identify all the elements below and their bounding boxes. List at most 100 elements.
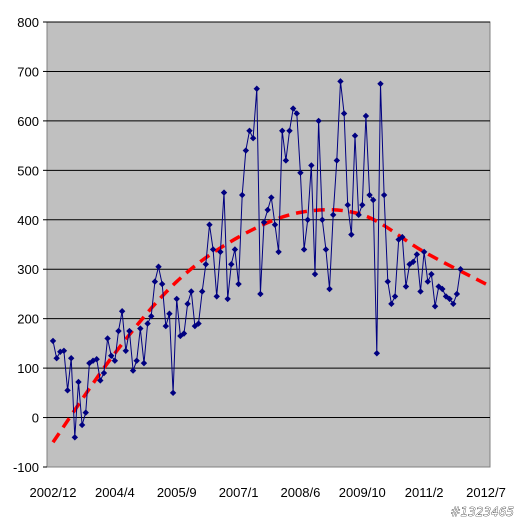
- data-point: [53, 355, 60, 362]
- data-point: [78, 421, 86, 429]
- data-point: [97, 377, 104, 384]
- data-point: [140, 359, 148, 367]
- y-tick-label: 800: [17, 15, 39, 30]
- data-point: [319, 216, 326, 223]
- data-point: [228, 261, 235, 268]
- data-point: [264, 206, 271, 214]
- data-point: [384, 278, 391, 285]
- data-point: [279, 127, 286, 134]
- data-point: [184, 300, 191, 308]
- data-point: [148, 312, 155, 320]
- data-point: [271, 221, 279, 228]
- data-point: [118, 308, 126, 315]
- data-point: [373, 350, 381, 357]
- data-point: [308, 162, 315, 169]
- data-point: [249, 134, 257, 142]
- data-point: [304, 216, 311, 223]
- data-point: [399, 233, 406, 241]
- data-point: [417, 288, 424, 295]
- data-point: [362, 112, 370, 120]
- data-point: [428, 270, 435, 278]
- data-point: [282, 157, 290, 164]
- data-point: [377, 80, 384, 88]
- x-tick-label: 2011/2: [405, 485, 444, 500]
- y-tick-label: -100: [13, 460, 39, 475]
- data-point: [115, 327, 122, 335]
- data-point: [64, 387, 71, 394]
- data-point: [391, 293, 399, 300]
- data-point: [202, 261, 210, 268]
- x-tick-label: 2004/4: [95, 485, 135, 500]
- data-point: [144, 320, 151, 327]
- data-point: [129, 367, 137, 374]
- data-point: [122, 347, 129, 355]
- data-point: [366, 191, 373, 199]
- y-tick-label: 700: [17, 64, 39, 79]
- data-point: [293, 110, 300, 117]
- data-point: [108, 352, 115, 359]
- data-point: [326, 285, 333, 293]
- data-point: [450, 300, 457, 308]
- x-tick-label: 2009/10: [339, 485, 386, 500]
- data-point: [311, 270, 319, 278]
- data-point: [424, 278, 431, 285]
- data-point: [388, 300, 395, 308]
- data-point: [322, 246, 330, 253]
- data-point: [224, 295, 231, 303]
- data-point: [71, 434, 79, 441]
- data-point: [246, 127, 253, 134]
- data-point: [93, 356, 100, 363]
- data-point: [206, 221, 213, 228]
- data-point: [300, 246, 308, 253]
- data-point: [235, 280, 242, 288]
- data-point: [133, 357, 140, 364]
- data-point: [82, 409, 89, 416]
- data-point: [355, 211, 362, 219]
- data-point: [413, 251, 421, 258]
- data-point: [158, 280, 166, 288]
- data-point: [340, 110, 348, 117]
- x-tick-label: 2005/9: [157, 485, 197, 500]
- y-tick-label: 400: [17, 213, 39, 228]
- data-point: [337, 78, 344, 85]
- data-point: [111, 357, 119, 364]
- y-tick-label: 200: [17, 312, 39, 327]
- data-point: [420, 248, 428, 256]
- x-tick-label: 2002/12: [30, 485, 77, 500]
- data-point: [333, 157, 341, 164]
- data-point: [410, 258, 417, 266]
- data-point: [155, 263, 162, 270]
- y-axis: -100 0 100 200 300 400 500 600 700 800: [13, 15, 47, 475]
- data-point: [370, 196, 377, 204]
- y-tick-label: 300: [17, 262, 39, 277]
- data-point: [60, 347, 68, 355]
- data-point: [217, 248, 224, 256]
- x-axis: 2002/12 2004/4 2005/9 2007/1 2008/6 2009/10 20…: [30, 485, 506, 500]
- trend-series: [51, 207, 487, 444]
- data-point: [173, 295, 180, 303]
- data-point: [268, 194, 275, 201]
- data-point: [151, 278, 159, 285]
- data-point: [257, 290, 264, 298]
- data-point: [239, 191, 246, 199]
- x-tick-label: 2007/1: [219, 485, 259, 500]
- data-point: [137, 325, 144, 332]
- data-point: [49, 337, 57, 345]
- data-point: [126, 327, 133, 335]
- data-point: [195, 320, 202, 327]
- data-point: [315, 117, 322, 125]
- data-series: [49, 78, 464, 441]
- data-point: [162, 322, 169, 330]
- data-point: [446, 295, 453, 303]
- y-tick-label: 0: [32, 411, 39, 426]
- data-point: [242, 147, 250, 154]
- data-point: [191, 322, 199, 330]
- y-tick-label: 500: [17, 163, 39, 178]
- data-point: [289, 105, 297, 112]
- data-point: [351, 132, 359, 139]
- data-point: [457, 266, 464, 273]
- data-point: [344, 201, 351, 209]
- data-point: [359, 201, 366, 209]
- y-tick-label: 600: [17, 114, 39, 129]
